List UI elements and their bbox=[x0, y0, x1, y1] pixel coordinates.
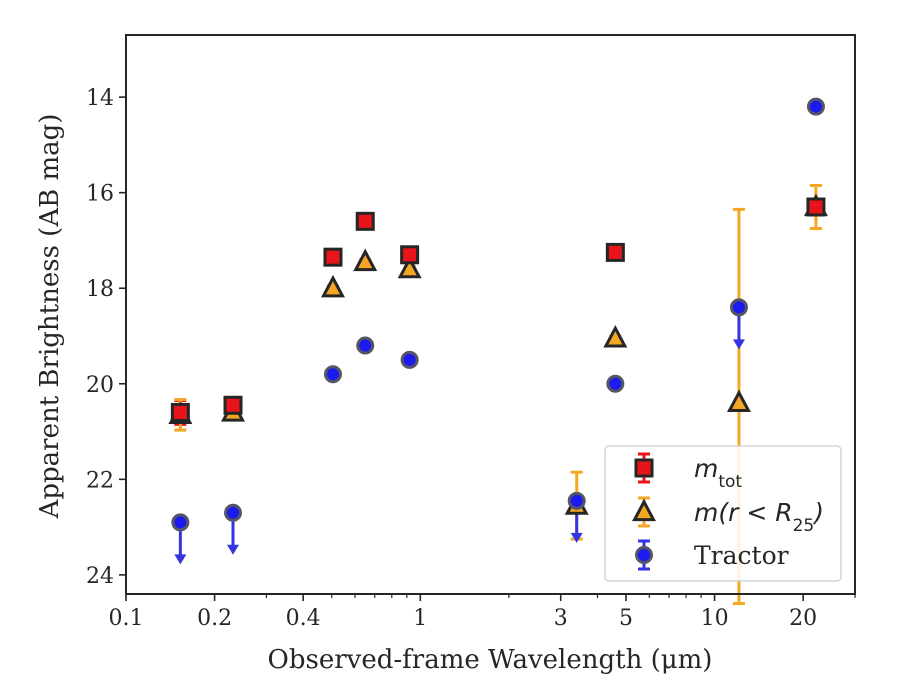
y-axis-title: Apparent Brightness (AB mag) bbox=[35, 114, 65, 520]
x-axis-ticks: 0.1 0.2 0.4 1 3 5 10 20 bbox=[109, 594, 856, 631]
circle-data-point bbox=[806, 97, 825, 116]
y-tick-label: 14 bbox=[86, 86, 114, 111]
plot-frame bbox=[125, 34, 856, 595]
x-axis-title: Observed-frame Wavelength (μm) bbox=[268, 645, 713, 675]
x-tick-label: 0.4 bbox=[286, 606, 321, 631]
markers-layer bbox=[168, 97, 828, 532]
circle-data-point bbox=[323, 365, 342, 384]
x-tick-label: 3 bbox=[554, 606, 568, 631]
legend-circle-marker bbox=[635, 546, 653, 564]
y-tick-label: 20 bbox=[86, 373, 114, 398]
x-tick-label: 0.1 bbox=[109, 606, 144, 631]
square-data-point bbox=[400, 245, 420, 265]
triangle-data-point bbox=[397, 255, 422, 279]
triangle-data-point bbox=[726, 389, 751, 413]
triangle-data-point bbox=[353, 248, 378, 272]
circle-data-point bbox=[400, 350, 419, 369]
circle-data-point bbox=[729, 298, 748, 317]
x-tick-label: 20 bbox=[789, 606, 817, 631]
legend-label: Tractor bbox=[694, 541, 789, 570]
square-data-point bbox=[355, 211, 375, 231]
triangle-data-point bbox=[603, 324, 628, 348]
legend-triangle-marker bbox=[632, 498, 656, 522]
upper-limit-arrowhead bbox=[174, 554, 187, 565]
x-tick-label: 1 bbox=[413, 606, 427, 631]
circle-data-point bbox=[171, 513, 190, 532]
circle-data-point bbox=[224, 503, 243, 522]
x-tick-label: 10 bbox=[701, 606, 729, 631]
legend-square-marker bbox=[634, 458, 654, 478]
triangle-data-point bbox=[320, 274, 345, 298]
y-tick-label: 16 bbox=[86, 182, 114, 207]
y-tick-label: 22 bbox=[86, 468, 114, 493]
square-data-point bbox=[323, 247, 343, 267]
square-data-point bbox=[223, 395, 243, 415]
y-axis-ticks: 14 16 18 20 22 24 bbox=[86, 86, 126, 589]
square-data-point bbox=[605, 242, 625, 262]
x-tick-label: 0.2 bbox=[197, 606, 232, 631]
upper-limit-arrowhead bbox=[570, 532, 583, 543]
x-tick-label: 5 bbox=[619, 606, 633, 631]
circle-data-point bbox=[567, 491, 586, 510]
y-tick-label: 24 bbox=[86, 564, 114, 589]
legend-label: m(r < R25) bbox=[694, 498, 824, 536]
square-data-point bbox=[170, 402, 190, 422]
circle-data-point bbox=[606, 374, 625, 393]
legend-label: mtot bbox=[694, 454, 742, 492]
y-tick-label: 18 bbox=[86, 277, 114, 302]
legend: mtot m(r < R25) Tractor bbox=[604, 445, 842, 582]
circle-data-point bbox=[356, 336, 375, 355]
legend-box bbox=[604, 445, 842, 582]
upper-limit-arrowhead bbox=[227, 544, 240, 555]
upper-limit-arrowhead bbox=[732, 339, 745, 350]
square-data-point bbox=[806, 197, 826, 217]
